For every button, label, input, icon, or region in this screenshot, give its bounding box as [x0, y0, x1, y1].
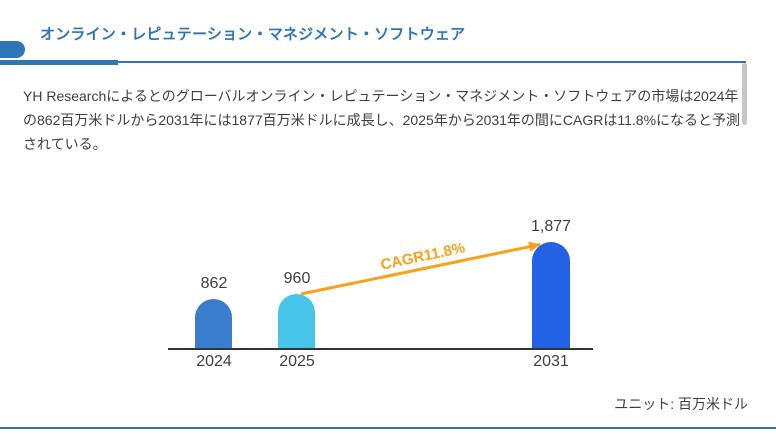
bar-value-label: 960	[283, 270, 311, 287]
page-title: オンライン・レピュテーション・マネジメント・ソフトウェア	[40, 26, 466, 43]
bar-value-label: 1,877	[530, 218, 572, 235]
title-underline	[0, 61, 746, 63]
x-tick-label: 2031	[533, 353, 569, 370]
summary-paragraph: YH Researchによるとのグローバルオンライン・レピュテーション・マネジメ…	[23, 88, 741, 152]
bar-value-label: 862	[200, 275, 228, 292]
x-tick-label: 2024	[196, 353, 232, 370]
unit-label: ユニット: 百万米ドル	[614, 396, 748, 412]
x-tick-label: 2025	[279, 353, 315, 370]
scrollbar-thumb[interactable]	[742, 63, 747, 125]
cagr-growth-arrow	[300, 241, 541, 296]
title-accent-tab	[0, 41, 25, 58]
x-axis-line	[168, 348, 593, 350]
bar-2025	[278, 294, 315, 348]
bar-2031	[532, 242, 570, 348]
bottom-divider	[0, 427, 776, 429]
bar-2024	[195, 299, 232, 348]
title-underline-accent	[0, 60, 118, 65]
